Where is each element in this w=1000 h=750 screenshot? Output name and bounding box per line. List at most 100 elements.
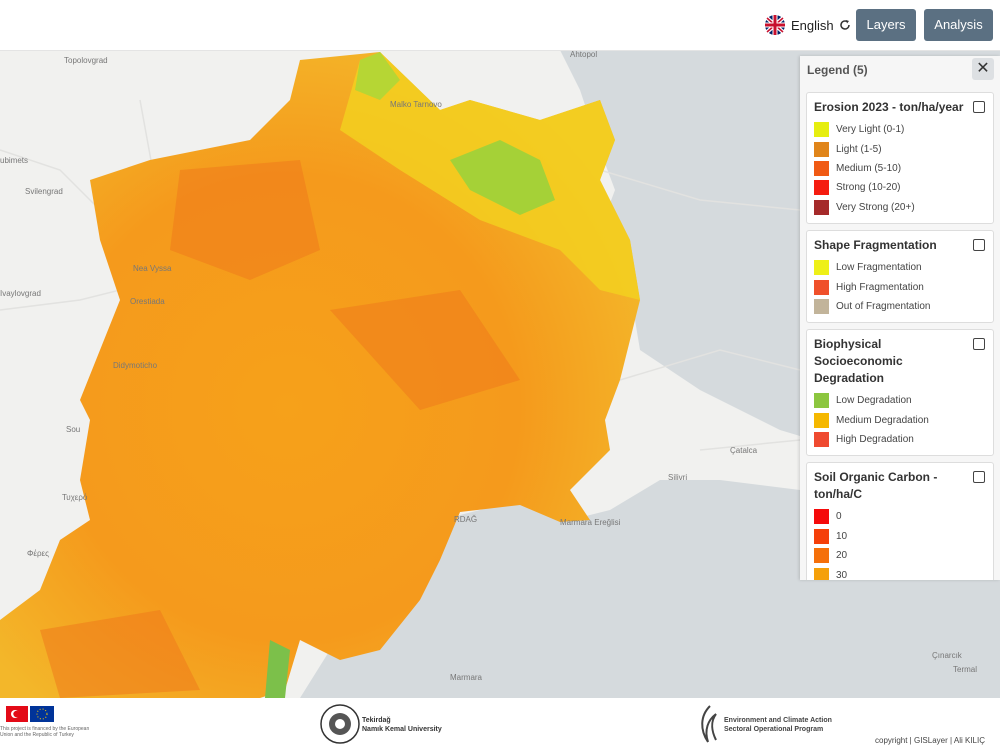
legend-label: 30 bbox=[836, 569, 848, 580]
legend-label: Out of Fragmentation bbox=[836, 300, 931, 312]
flag-icon bbox=[765, 15, 785, 35]
place-label: Φέρες bbox=[27, 549, 49, 558]
legend-label: Low Fragmentation bbox=[836, 262, 922, 274]
legend-swatch bbox=[814, 199, 829, 215]
legend-label: High Degradation bbox=[836, 434, 914, 446]
legend-swatch bbox=[814, 122, 829, 138]
legend-item: 0 bbox=[814, 507, 986, 526]
language-label: English bbox=[791, 17, 834, 33]
green-area bbox=[265, 640, 290, 698]
legend-label: 10 bbox=[836, 530, 848, 542]
legend-sections: Erosion 2023 - ton/ha/year Very Light (0-… bbox=[806, 92, 994, 580]
layers-button[interactable]: Layers bbox=[856, 9, 916, 41]
legend-item: High Fragmentation bbox=[814, 277, 986, 296]
legend-label: High Fragmentation bbox=[836, 281, 924, 293]
expand-icon[interactable] bbox=[973, 338, 985, 351]
legend-swatch bbox=[814, 393, 829, 409]
section-title: Shape Fragmentation bbox=[814, 237, 937, 252]
place-label: Topolovgrad bbox=[64, 56, 108, 65]
legend-label: Medium (5-10) bbox=[836, 162, 902, 174]
language-selector[interactable]: English bbox=[764, 14, 851, 36]
university-line: Tekirdağ bbox=[362, 717, 391, 724]
legend-label: Low Degradation bbox=[836, 395, 912, 407]
legend-item: Low Degradation bbox=[814, 391, 986, 410]
place-label: Çınarcık bbox=[932, 651, 962, 660]
legend-swatch bbox=[814, 567, 829, 580]
university-name: Tekirdağ Namık Kemal University bbox=[362, 716, 442, 734]
legend-section: Erosion 2023 - ton/ha/year Very Light (0-… bbox=[806, 92, 994, 224]
legend-section: Soil Organic Carbon - ton/ha/C010203040 bbox=[806, 462, 994, 580]
legend-item: Very Strong (20+) bbox=[814, 198, 986, 217]
legend-item: High Degradation bbox=[814, 430, 986, 449]
legend-item: Medium (5-10) bbox=[814, 159, 986, 178]
legend-item: Very Light (0-1) bbox=[814, 120, 986, 139]
section-title: Erosion 2023 - ton/ha/year bbox=[814, 100, 964, 114]
legend-panel: Legend (5) ✕ Erosion 2023 - ton/ha/year V… bbox=[800, 56, 1000, 580]
legend-item: 30 bbox=[814, 565, 986, 580]
legend-item: 10 bbox=[814, 527, 986, 546]
program-line: Sectoral Operational Program bbox=[724, 726, 824, 733]
legend-label: Light (1-5) bbox=[836, 143, 882, 155]
place-label: Ahtopol bbox=[570, 50, 598, 59]
place-label: Marmara bbox=[450, 673, 483, 682]
legend-swatch bbox=[814, 260, 829, 276]
place-label: Didymoticho bbox=[113, 361, 158, 370]
legend-section: Biophysical Socioeconomic Degradation Low… bbox=[806, 329, 994, 457]
place-label: Çatalca bbox=[730, 446, 758, 455]
footer: This project is financed by the European… bbox=[0, 698, 1000, 750]
legend-section: Shape Fragmentation Low Fragmentation High… bbox=[806, 229, 994, 324]
place-label: Nea Vyssa bbox=[133, 264, 172, 273]
place-label: RDAĞ bbox=[454, 515, 478, 524]
eu-turkey-logo bbox=[6, 706, 54, 722]
expand-icon[interactable] bbox=[973, 238, 985, 251]
close-button[interactable]: ✕ bbox=[972, 58, 994, 80]
legend-title: Legend (5) bbox=[807, 63, 868, 77]
legend-item: 20 bbox=[814, 546, 986, 565]
university-line: Namık Kemal University bbox=[362, 726, 442, 733]
legend-swatch bbox=[814, 279, 829, 295]
green-area bbox=[355, 52, 400, 100]
roads bbox=[0, 99, 1000, 451]
refresh-icon bbox=[839, 20, 850, 30]
place-label: Silivri bbox=[668, 473, 688, 482]
legend-swatch bbox=[814, 509, 829, 525]
legend-item: Light (1-5) bbox=[814, 139, 986, 158]
legend-label: Very Light (0-1) bbox=[836, 124, 905, 136]
university-logo bbox=[320, 704, 360, 744]
expand-icon[interactable] bbox=[973, 471, 985, 484]
place-label: ubimets bbox=[0, 156, 29, 165]
eu-note: This project is financed by the European… bbox=[0, 726, 90, 738]
legend-swatch bbox=[814, 528, 829, 544]
section-title: Soil Organic Carbon - ton/ha/C bbox=[814, 470, 938, 502]
legend-item: Strong (10-20) bbox=[814, 178, 986, 197]
legend-item: Out of Fragmentation bbox=[814, 297, 986, 316]
expand-icon[interactable] bbox=[973, 101, 985, 113]
legend-item: Medium Degradation bbox=[814, 411, 986, 430]
legend-swatch bbox=[814, 432, 829, 448]
legend-swatch bbox=[814, 141, 829, 157]
program-line: Environment and Climate Action bbox=[724, 717, 832, 724]
header: English Layers Analysis bbox=[0, 0, 1000, 51]
green-area bbox=[450, 140, 555, 215]
legend-item: Low Fragmentation bbox=[814, 258, 986, 277]
place-label: Svilengrad bbox=[25, 187, 63, 196]
legend-swatch bbox=[814, 412, 829, 428]
legend-label: 20 bbox=[836, 550, 848, 562]
legend-swatch bbox=[814, 548, 829, 564]
legend-swatch bbox=[814, 160, 829, 176]
program-name: Environment and Climate Action Sectoral … bbox=[724, 716, 832, 734]
legend-label: Strong (10-20) bbox=[836, 182, 901, 194]
copyright: copyright | GISLayer | Ali KILIÇ bbox=[875, 736, 985, 745]
place-label: Τυχερό bbox=[62, 493, 88, 502]
legend-swatch bbox=[814, 298, 829, 314]
place-label: Ivaylovgrad bbox=[0, 289, 41, 298]
section-title: Biophysical Socioeconomic Degradation bbox=[814, 337, 903, 386]
place-label: Sou bbox=[66, 425, 81, 434]
program-logo bbox=[701, 705, 717, 743]
high-erosion-area bbox=[40, 160, 520, 698]
place-label: Orestiada bbox=[130, 297, 165, 306]
legend-label: 0 bbox=[836, 511, 842, 523]
place-label: Termal bbox=[953, 665, 978, 674]
analysis-button[interactable]: Analysis bbox=[924, 9, 993, 41]
